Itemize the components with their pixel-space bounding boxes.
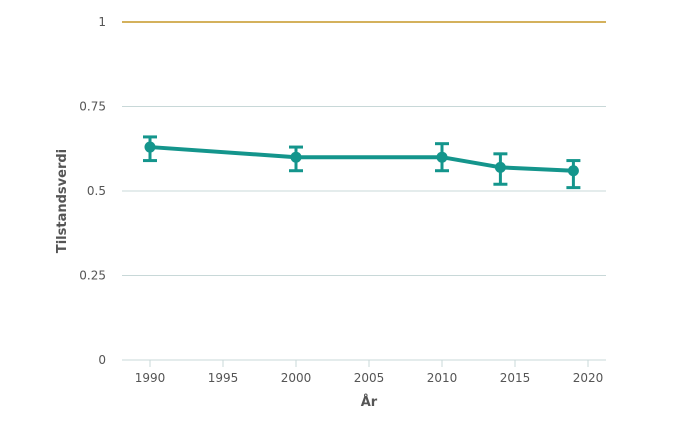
x-axis: 1990 1995 2000 2005 2010 2015 2020 — [135, 360, 604, 385]
y-tick-label-2: 0.5 — [87, 184, 106, 198]
data-point-1 — [290, 151, 302, 163]
series-layer — [143, 135, 581, 190]
data-point-4 — [567, 165, 579, 177]
y-tick-label-0: 0 — [98, 353, 106, 367]
x-tick-label-3: 2005 — [354, 371, 385, 385]
x-tick-label-5: 2015 — [500, 371, 531, 385]
x-tick-label-4: 2010 — [427, 371, 458, 385]
x-tick-label-6: 2020 — [573, 371, 604, 385]
x-tick-label-2: 2000 — [281, 371, 312, 385]
y-axis-title: Tilstandsverdi — [55, 149, 70, 253]
series-line-0 — [148, 145, 576, 173]
y-tick-label-3: 0.75 — [79, 100, 106, 114]
data-point-0 — [144, 141, 156, 153]
x-tick-label-1: 1995 — [208, 371, 239, 385]
x-tick-label-0: 1990 — [135, 371, 166, 385]
x-axis-title: År — [361, 394, 378, 410]
y-tick-label-1: 0.25 — [79, 269, 106, 283]
grid-layer — [122, 106, 606, 361]
y-axis: 0 0.25 0.5 0.75 1 — [79, 15, 106, 367]
data-point-2 — [436, 151, 448, 163]
y-tick-label-4: 1 — [98, 15, 106, 29]
data-point-3 — [494, 161, 506, 173]
